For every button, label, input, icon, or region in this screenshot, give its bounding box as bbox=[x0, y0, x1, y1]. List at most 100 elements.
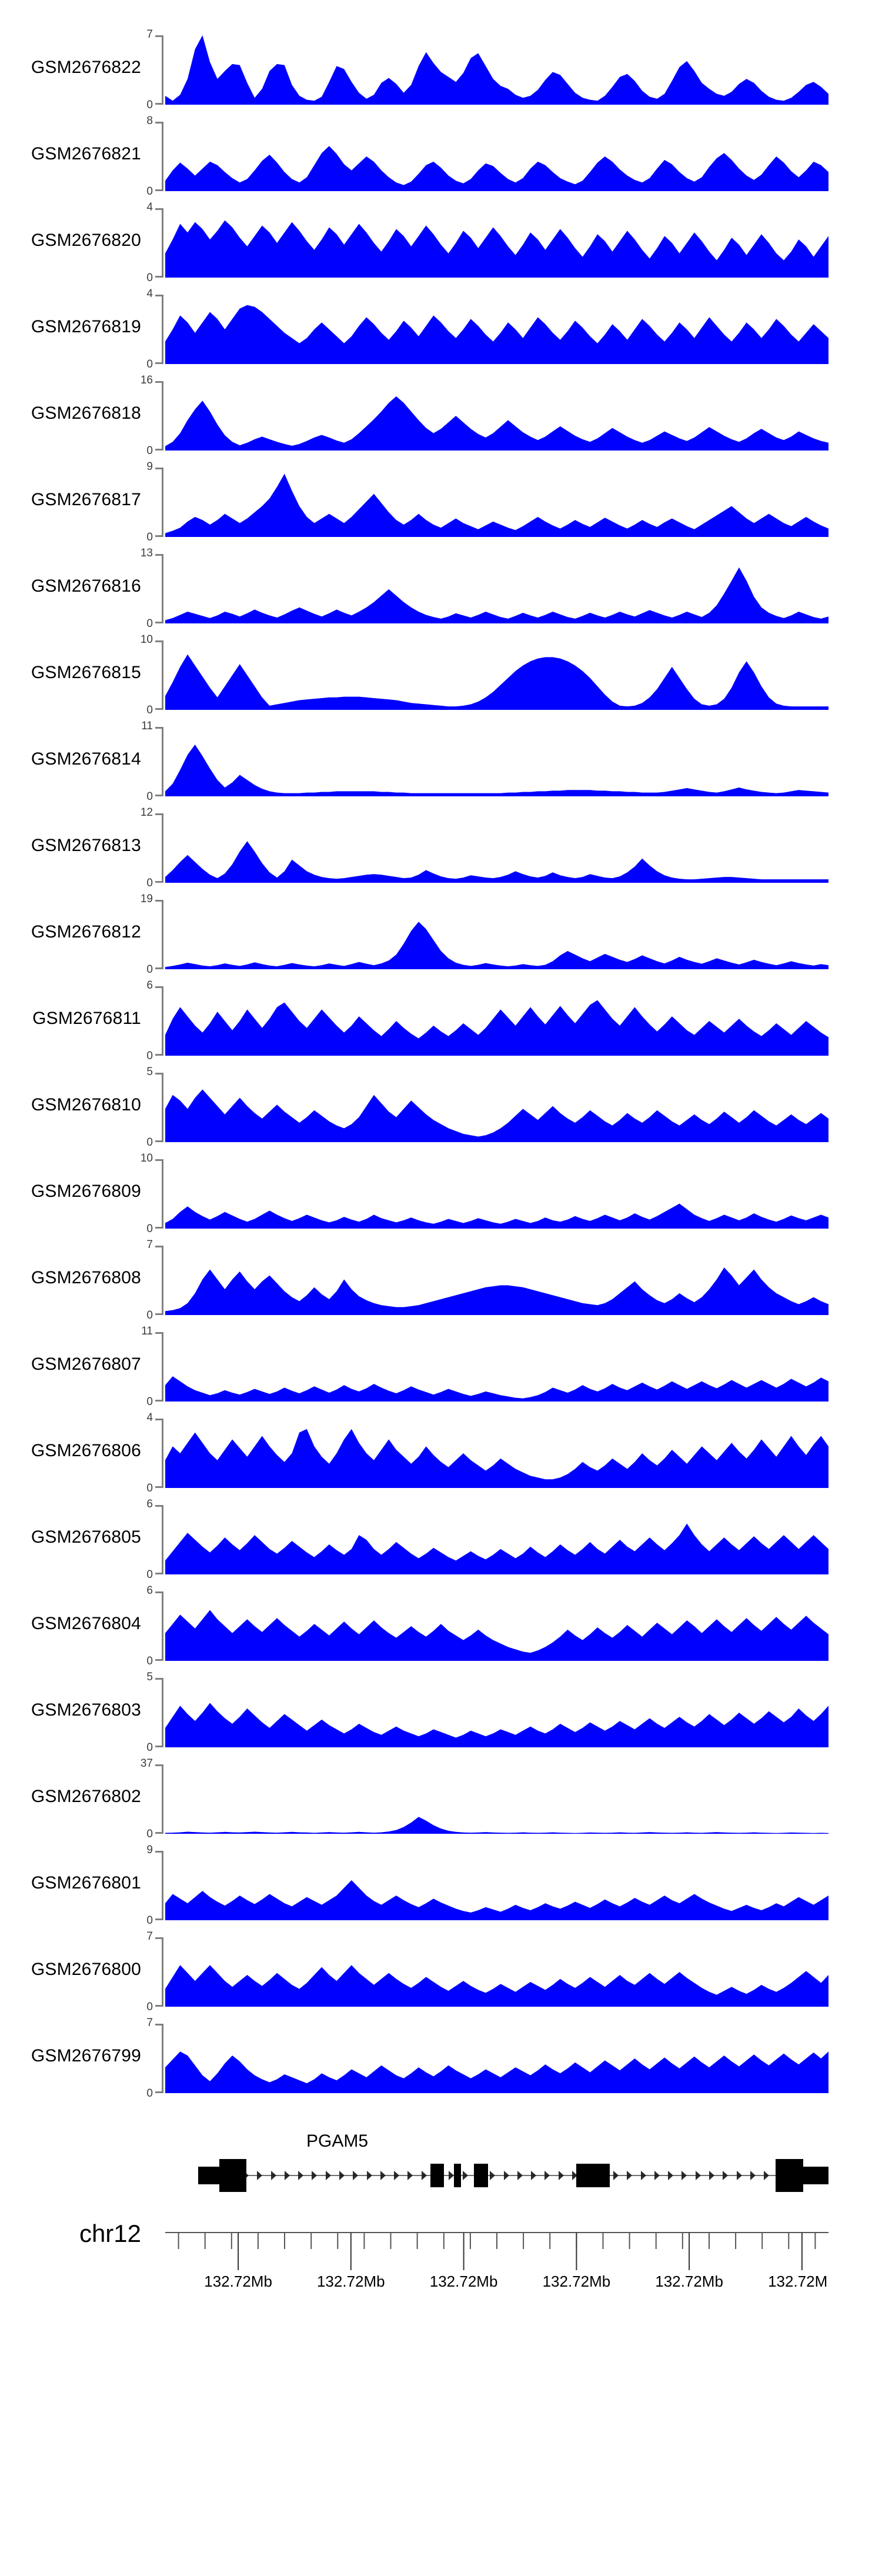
strand-arrow-icon bbox=[654, 2171, 660, 2180]
coverage-area bbox=[165, 922, 828, 969]
strand-arrow-icon bbox=[257, 2171, 263, 2180]
coverage-track: GSM2676806 4 0 bbox=[0, 1412, 882, 1494]
track-label: GSM2676820 bbox=[31, 231, 141, 250]
track-label: GSM2676815 bbox=[31, 663, 141, 682]
y-axis-max-label: 8 bbox=[146, 115, 153, 127]
exon-block bbox=[219, 2159, 246, 2192]
y-axis: 11 0 bbox=[141, 720, 163, 803]
coverage-track: GSM2676804 6 0 bbox=[0, 1584, 882, 1667]
y-axis-line bbox=[162, 900, 163, 969]
strand-arrow-icon bbox=[312, 2171, 318, 2180]
y-axis-min-label: 0 bbox=[146, 1914, 153, 1927]
coverage-area-plot bbox=[165, 900, 828, 969]
y-axis-tick-bot bbox=[155, 1313, 163, 1315]
gene-exon-overlay bbox=[165, 2157, 828, 2194]
strand-arrow-icon bbox=[325, 2171, 331, 2180]
y-axis-min-label: 0 bbox=[146, 790, 153, 803]
coverage-track: GSM2676808 7 0 bbox=[0, 1239, 882, 1322]
y-axis-tick-top bbox=[155, 727, 163, 729]
coverage-svg bbox=[165, 473, 828, 537]
coverage-track: GSM2676812 19 0 bbox=[0, 893, 882, 976]
y-axis-line bbox=[162, 1851, 163, 1920]
coverage-area-plot bbox=[165, 1246, 828, 1315]
y-axis-line bbox=[162, 1505, 163, 1574]
coverage-area bbox=[165, 1203, 828, 1229]
coverage-track: GSM2676821 8 0 bbox=[0, 115, 882, 198]
y-axis-tick-bot bbox=[155, 2005, 163, 2007]
axis-tick-label: 132.72Mb bbox=[430, 2273, 498, 2290]
coverage-area bbox=[165, 220, 828, 278]
y-axis-tick-bot bbox=[155, 795, 163, 796]
y-axis-tick-bot bbox=[155, 622, 163, 623]
coverage-track: GSM2676799 7 0 bbox=[0, 2017, 882, 2100]
coverage-area-plot bbox=[165, 122, 828, 191]
coverage-svg bbox=[165, 1000, 828, 1056]
y-axis-max-label: 4 bbox=[146, 201, 153, 213]
y-axis-tick-bot bbox=[155, 1054, 163, 1056]
coverage-area bbox=[165, 146, 828, 191]
y-axis-line bbox=[162, 208, 163, 278]
y-axis-min-label: 0 bbox=[146, 1309, 153, 1322]
y-axis-tick-top bbox=[155, 208, 163, 210]
coverage-track: GSM2676800 7 0 bbox=[0, 1930, 882, 2013]
coverage-svg bbox=[165, 1089, 828, 1142]
y-axis-tick-top bbox=[155, 1764, 163, 1766]
coverage-area-plot bbox=[165, 1332, 828, 1402]
track-label: GSM2676812 bbox=[31, 922, 141, 942]
strand-arrow-icon bbox=[695, 2171, 701, 2180]
coverage-track: GSM2676819 4 0 bbox=[0, 288, 882, 371]
y-axis-min-label: 0 bbox=[146, 618, 153, 630]
y-axis-tick-top bbox=[155, 986, 163, 988]
strand-arrow-icon bbox=[449, 2171, 455, 2180]
coverage-svg bbox=[165, 1817, 828, 1834]
y-axis-tick-top bbox=[155, 295, 163, 296]
y-axis-tick-top bbox=[155, 1851, 163, 1853]
strand-arrow-icon bbox=[394, 2171, 400, 2180]
y-axis-line bbox=[162, 1937, 163, 2007]
coverage-area-plot bbox=[165, 727, 828, 796]
y-axis-min-label: 0 bbox=[146, 445, 153, 457]
y-axis-line bbox=[162, 122, 163, 191]
y-axis-min-label: 0 bbox=[146, 531, 153, 543]
genome-axis-svg: 132.72Mb 132.72Mb 132.72Mb 132.72Mb 132.72Mb… bbox=[165, 2232, 836, 2290]
exon-block bbox=[198, 2167, 220, 2184]
coverage-area bbox=[165, 1523, 828, 1574]
coverage-area-plot bbox=[165, 1505, 828, 1574]
track-label: GSM2676804 bbox=[31, 1614, 141, 1633]
y-axis: 16 0 bbox=[141, 374, 163, 457]
coverage-area bbox=[165, 396, 828, 451]
coverage-area bbox=[165, 1000, 828, 1056]
coverage-track: GSM2676815 10 0 bbox=[0, 633, 882, 716]
track-label: GSM2676802 bbox=[31, 1787, 141, 1806]
y-axis-max-label: 19 bbox=[140, 893, 153, 905]
y-axis-tick-bot bbox=[155, 1832, 163, 1834]
y-axis-max-label: 10 bbox=[140, 1152, 153, 1164]
track-label: GSM2676799 bbox=[31, 2046, 141, 2066]
strand-arrow-icon bbox=[407, 2171, 413, 2180]
track-label: GSM2676822 bbox=[31, 58, 141, 77]
y-axis-line bbox=[162, 1764, 163, 1834]
coverage-area bbox=[165, 1610, 828, 1661]
coverage-area-plot bbox=[165, 1419, 828, 1488]
strand-arrow-icon bbox=[284, 2171, 290, 2180]
y-axis-line bbox=[162, 468, 163, 537]
coverage-area bbox=[165, 1089, 828, 1142]
coverage-svg bbox=[165, 146, 828, 191]
y-axis-max-label: 5 bbox=[146, 1671, 153, 1683]
coverage-area-plot bbox=[165, 640, 828, 710]
y-axis: 13 0 bbox=[141, 547, 163, 630]
strand-arrow-icon bbox=[421, 2171, 427, 2180]
y-axis-tick-top bbox=[155, 900, 163, 902]
coverage-track: GSM2676801 9 0 bbox=[0, 1844, 882, 1927]
y-axis-line bbox=[162, 1591, 163, 1661]
y-axis-max-label: 37 bbox=[140, 1757, 153, 1770]
y-axis-tick-bot bbox=[155, 103, 163, 105]
coverage-area bbox=[165, 35, 828, 105]
coverage-area bbox=[165, 2051, 828, 2093]
